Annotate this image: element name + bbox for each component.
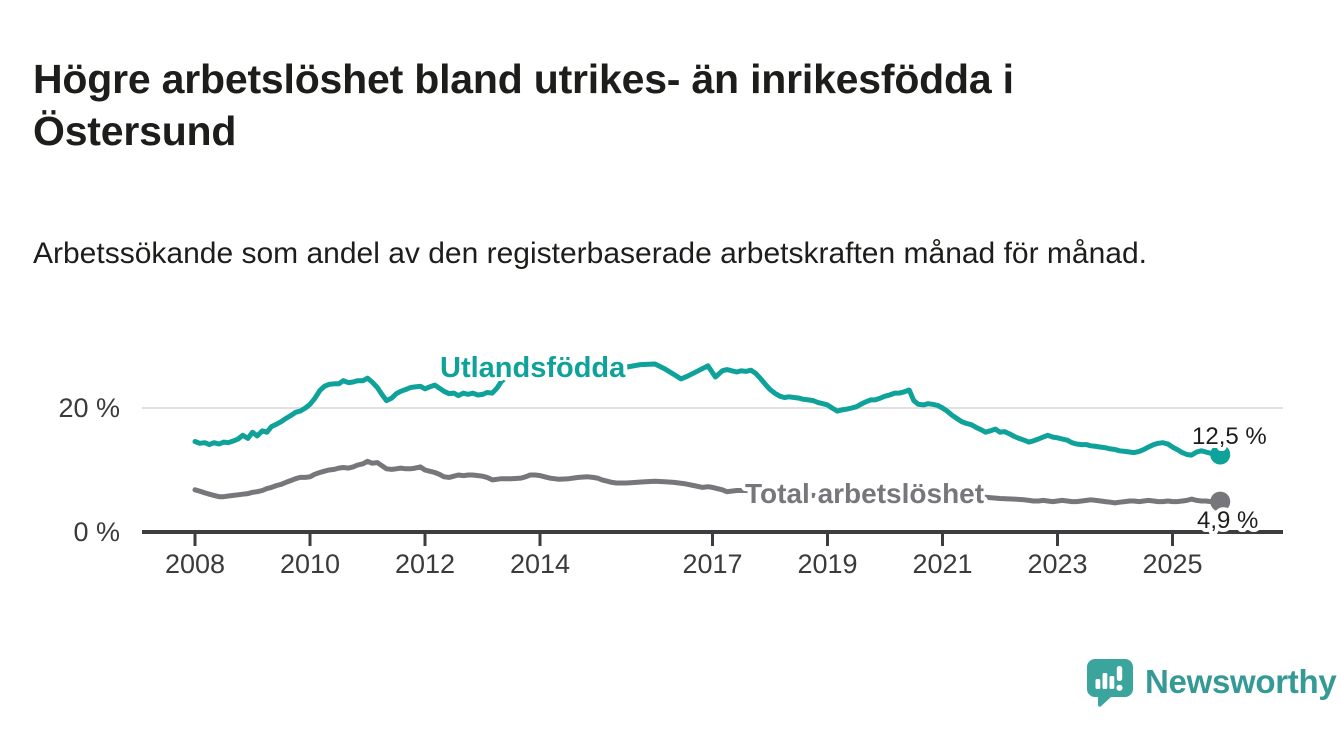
end-value-label-utlandsfodda: 12,5 %	[1192, 423, 1267, 450]
x-axis-label-2019: 2019	[797, 549, 857, 579]
x-axis-label-2012: 2012	[395, 549, 455, 579]
x-axis-label-2014: 2014	[510, 549, 570, 579]
x-axis-label-2010: 2010	[280, 549, 340, 579]
series-line-utlandsfodda	[192, 361, 1223, 458]
x-axis-label-2008: 2008	[165, 549, 225, 579]
series-end-dot-utlandsfodda	[1210, 444, 1231, 465]
newsworthy-logo: Newsworthy	[1086, 657, 1337, 707]
series-label-total-arbetsloshet: Total arbetslöshet	[745, 478, 984, 509]
end-value-label-total-arbetsloshet: 4,9 %	[1197, 507, 1258, 534]
page-title: Högre arbetslöshet bland utrikes- än inr…	[33, 56, 1014, 155]
chart-subtitle: Arbetssökande som andel av den registerb…	[33, 237, 1147, 270]
speech-bubble-bar-chart-icon	[1087, 659, 1133, 707]
x-axis-label-2025: 2025	[1142, 549, 1202, 579]
y-axis-label-20: 20 %	[58, 393, 120, 423]
x-axis-label-2023: 2023	[1027, 549, 1087, 579]
series-label-utlandsfodda: Utlandsfödda	[440, 352, 626, 384]
x-axis-label-2017: 2017	[682, 549, 742, 579]
newsworthy-wordmark: Newsworthy	[1145, 663, 1337, 700]
series-end-dot-total-arbetsloshet	[1210, 491, 1231, 512]
x-axis-label-2021: 2021	[912, 549, 972, 579]
series-line-total-arbetsloshet	[192, 458, 1223, 506]
y-axis-label-0: 0 %	[73, 517, 120, 547]
